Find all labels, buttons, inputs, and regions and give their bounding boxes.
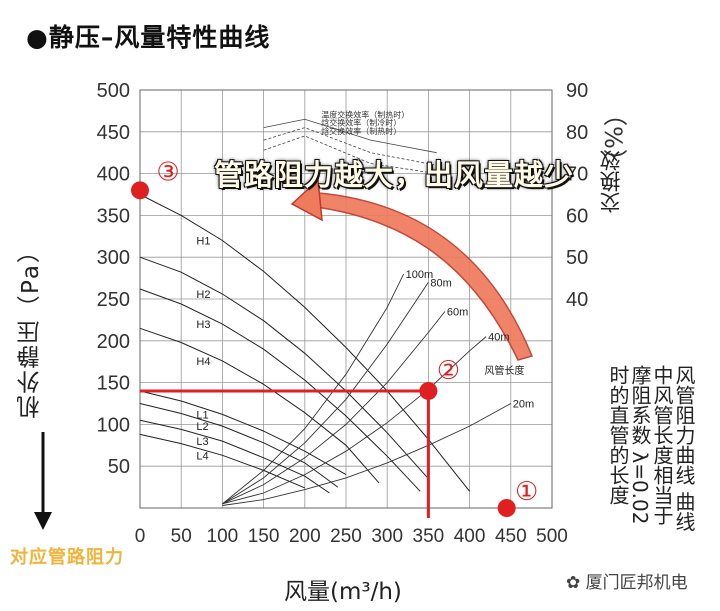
efficiency-curve-line	[263, 118, 437, 154]
x-tick-label: 450	[495, 526, 527, 547]
efficiency-curve-line	[263, 127, 437, 166]
duct-curve-line	[222, 282, 429, 505]
callout-arrow-head	[290, 178, 323, 222]
main-annotation: 管路阻力越大，出风量越少	[214, 158, 575, 192]
fan-curve-label: L3	[196, 436, 208, 448]
duct-curve-note: 风管阻力曲线 曲线中风管长度相当于摩阻系数 λ=0.02时的直管的长度	[606, 365, 696, 532]
duct-curve-label: 80m	[430, 277, 451, 289]
y-tick-label: 100	[97, 414, 130, 436]
duct-resistance-curves	[222, 273, 512, 506]
tick-labels: 0 50 100 150 200 250 300 350 400 450 500 500 450 400 3…	[97, 80, 589, 547]
fan-curves	[139, 194, 470, 494]
fan-curve-label: H3	[196, 319, 210, 331]
x-tick-label: 100	[207, 526, 239, 547]
fan-curve-line	[139, 433, 305, 489]
y-tick-label: 50	[108, 456, 130, 478]
operating-point-label: ②	[437, 356, 460, 386]
x-tick-label: 250	[330, 526, 362, 547]
operating-point-marker	[497, 499, 516, 517]
y-tick-label: 200	[97, 331, 130, 353]
duct-curve-label: 40m	[488, 332, 509, 344]
efficiency-curve-line	[263, 135, 437, 174]
operating-points: ① ② ③	[131, 157, 538, 517]
watermark: ✿ 厦门匠邦机电	[566, 568, 688, 593]
duct-curve-label: 60m	[447, 307, 468, 319]
duct-curve-line	[222, 311, 446, 505]
y-tick-label: 350	[97, 205, 130, 227]
operating-point-marker	[419, 381, 438, 400]
operating-point-label: ①	[515, 477, 538, 507]
efficiency-curve-label: 焓交换效率（制热时）	[321, 126, 401, 136]
efficiency-curve-label: 温度交换效率（制热时）	[321, 109, 409, 119]
operating-point-label: ③	[156, 157, 179, 187]
fan-curve-line	[139, 194, 470, 492]
fan-curve-line	[139, 390, 347, 476]
fan-curve-label: H1	[196, 235, 210, 247]
y-tick-label: 250	[97, 289, 130, 311]
duct-length-label: 风管长度	[484, 364, 524, 377]
wechat-icon: ✿	[566, 573, 586, 593]
fan-curve-label: L4	[196, 450, 208, 462]
fan-curve-label: H2	[196, 289, 210, 301]
y2-tick-label: 60	[566, 205, 588, 227]
fan-curve-label: L2	[196, 421, 208, 433]
guide-lines	[140, 389, 430, 518]
efficiency-curves: 温度交换效率（制热时）焓交换效率（制冷时）焓交换效率（制热时）	[263, 109, 437, 174]
callout-arrow	[290, 178, 534, 361]
fan-curve-label: H4	[196, 356, 210, 368]
y2-tick-label: 70	[566, 164, 588, 186]
grid	[139, 89, 553, 509]
y-tick-label: 300	[97, 247, 130, 269]
x-tick-label: 150	[248, 526, 280, 547]
duct-curve-line	[222, 273, 405, 505]
x-tick-label: 0	[135, 526, 146, 547]
y2-tick-label: 50	[566, 247, 588, 269]
y-tick-label: 400	[97, 164, 130, 186]
y2-tick-label: 40	[566, 289, 588, 311]
x-tick-label: 500	[536, 526, 568, 547]
page-title: ●静压–风量特性曲线	[26, 23, 271, 52]
x-tick-label: 350	[413, 526, 445, 547]
x-tick-label: 50	[171, 526, 192, 547]
y2-tick-label: 90	[566, 80, 588, 102]
duct-curve-label: 20m	[513, 399, 534, 411]
watermark-text: 厦门匠邦机电	[585, 573, 688, 593]
down-arrow-icon	[34, 432, 52, 530]
plot-frame	[139, 89, 553, 509]
fan-curve-line	[139, 256, 429, 480]
fan-curve-line	[139, 403, 339, 488]
efficiency-curve-label: 焓交换效率（制冷时）	[321, 118, 401, 128]
fan-curve-line	[139, 288, 421, 492]
fan-curve-line	[139, 327, 380, 484]
y2-axis-label: 交换效	[599, 150, 623, 213]
duct-curve-label: 100m	[406, 269, 434, 281]
y-axis-label: 机外静压（Pa）	[18, 238, 44, 419]
x-tick-label: 400	[454, 526, 486, 547]
y-tick-label: 500	[97, 80, 130, 102]
corner-annotation: 对应管路阻力	[10, 547, 124, 568]
y2-axis-unit: （%）	[599, 102, 627, 173]
x-axis-label: 风量(m³/h)	[284, 579, 402, 605]
x-tick-label: 200	[289, 526, 321, 547]
fan-curve-label: L1	[196, 409, 208, 421]
operating-point-marker	[131, 181, 149, 200]
y2-tick-label: 80	[566, 122, 588, 144]
y-tick-label: 150	[97, 373, 130, 395]
x-tick-label: 300	[371, 526, 403, 547]
duct-curve-line	[222, 403, 512, 506]
fan-curve-line	[139, 419, 330, 494]
duct-curve-line	[222, 336, 487, 505]
y-tick-label: 450	[97, 122, 130, 144]
